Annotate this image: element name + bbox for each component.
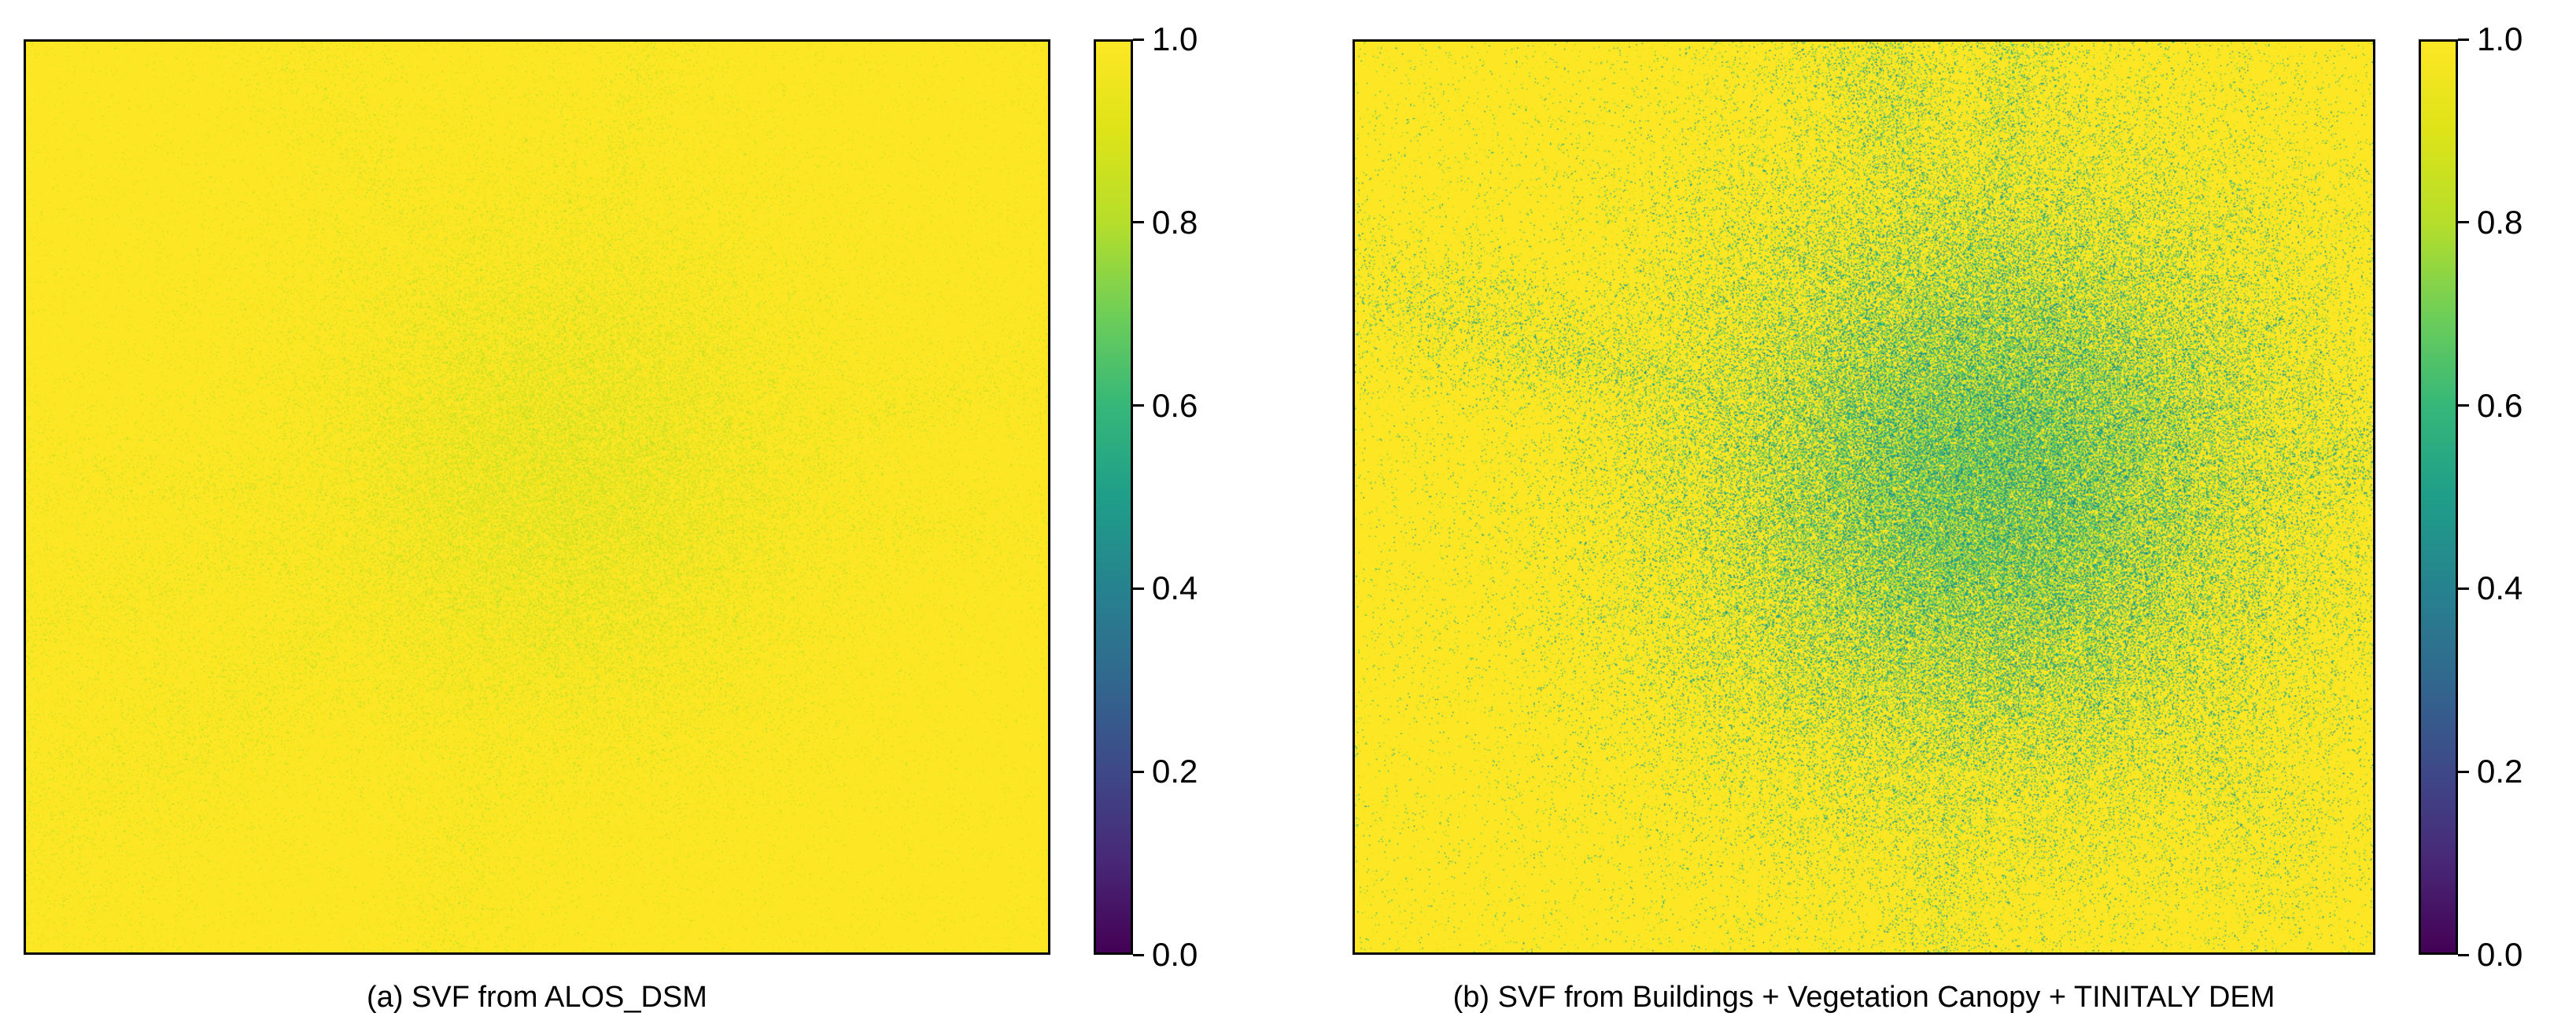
colorbar-tick: [1133, 587, 1144, 590]
colorbar-tick: [1133, 221, 1144, 224]
panel-b: 0.0 0.2 0.4 0.6 0.8 1.0 (b) SVF from Building…: [1288, 0, 2576, 1035]
colorbar-tick-label: 1.0: [2477, 20, 2523, 57]
caption-a: (a) SVF from ALOS_DSM: [367, 981, 707, 1014]
colorbar-tick: [2458, 404, 2469, 407]
colorbar-tick-label: 0.0: [1152, 936, 1198, 973]
colorbar-tick-label: 0.2: [1152, 753, 1198, 790]
colorbar-tick-label: 0.6: [1152, 386, 1198, 424]
caption-b: (b) SVF from Buildings + Vegetation Cano…: [1452, 981, 2275, 1014]
colorbar-tick: [1133, 404, 1144, 407]
svf-map-a: [24, 39, 1050, 955]
colorbar-b: [2419, 39, 2458, 955]
svf-heatmap-b: [1355, 42, 2373, 952]
colorbar-a: [1094, 39, 1133, 955]
colorbar-tick-label: 0.6: [2477, 386, 2523, 424]
colorbar-tick-label: 0.2: [2477, 753, 2523, 790]
colorbar-tick-label: 0.8: [1152, 203, 1198, 241]
colorbar-tick: [1133, 38, 1144, 41]
colorbar-tick: [1133, 770, 1144, 773]
colorbar-tick-label: 0.8: [2477, 203, 2523, 241]
colorbar-tick-label: 0.0: [2477, 936, 2523, 973]
colorbar-tick-label: 0.4: [2477, 569, 2523, 607]
colorbar-tick: [2458, 953, 2469, 956]
colorbar-tick-label: 0.4: [1152, 569, 1198, 607]
svf-map-b: [1353, 39, 2375, 955]
colorbar-tick: [2458, 770, 2469, 773]
panel-a: 0.0 0.2 0.4 0.6 0.8 1.0 (a) SVF from ALOS_DSM: [24, 20, 1198, 1014]
colorbar-tick: [2458, 38, 2469, 41]
svf-heatmap-a: [26, 42, 1048, 952]
colorbar-tick: [2458, 587, 2469, 590]
colorbar-tick-label: 1.0: [1152, 20, 1198, 57]
colorbar-tick: [2458, 221, 2469, 224]
colorbar-tick: [1133, 953, 1144, 956]
